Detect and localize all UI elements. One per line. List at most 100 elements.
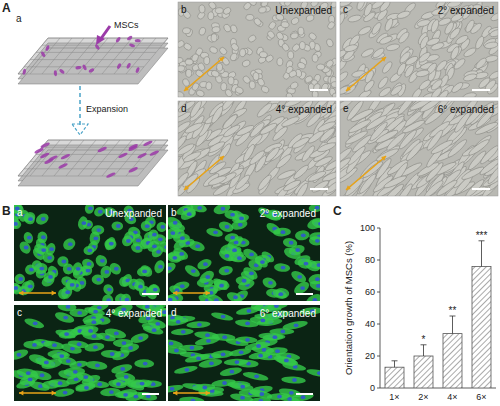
cell: [129, 43, 136, 48]
cytoplasm: [226, 290, 244, 301]
y-tick-label: 80: [365, 255, 375, 265]
nucleus: [230, 213, 235, 217]
arrow-head: [219, 57, 224, 62]
nucleus: [96, 228, 101, 232]
cytoplasm: [224, 358, 248, 366]
nucleus: [316, 284, 320, 288]
cytoplasm: [308, 279, 320, 292]
cytoplasm: [84, 342, 105, 353]
cytoplasm: [75, 383, 96, 394]
y-axis: [380, 228, 381, 388]
nucleus: [176, 320, 181, 324]
nucleus: [168, 266, 172, 270]
cytoplasm: [120, 293, 132, 301]
cell: [287, 50, 294, 59]
cytoplasm: [196, 257, 213, 271]
nucleus: [88, 206, 93, 210]
nucleus: [301, 233, 306, 237]
cytoplasm: [288, 243, 306, 257]
nucleus: [62, 260, 67, 264]
cytoplasm: [190, 205, 208, 214]
cell: [386, 43, 401, 52]
nucleus: [301, 395, 306, 399]
nucleus: [300, 286, 305, 290]
cell: [344, 43, 359, 52]
scale-bar: [142, 293, 159, 295]
nucleus: [179, 252, 184, 256]
orientation-arrow: [346, 57, 386, 91]
nucleus: [242, 279, 247, 283]
cell: [383, 174, 408, 190]
cell: [344, 129, 369, 146]
cell: [178, 101, 196, 114]
nucleus: [213, 230, 218, 234]
nucleus: [260, 260, 265, 264]
micrograph-image: [340, 2, 498, 97]
cytoplasm: [108, 379, 127, 390]
cell: [453, 57, 467, 71]
arrow-head: [173, 391, 177, 396]
nucleus: [229, 370, 234, 374]
fluorescence-image: [168, 205, 320, 301]
cell: [207, 174, 227, 187]
nucleus: [93, 236, 98, 240]
cytoplasm: [113, 339, 133, 347]
nucleus: [17, 353, 22, 357]
cytoplasm: [23, 317, 45, 331]
arrow-head: [206, 291, 210, 296]
cell: [178, 65, 185, 71]
cell: [149, 150, 159, 157]
cell: [474, 56, 488, 70]
scaffold-fiber: [18, 176, 138, 177]
nucleus: [76, 267, 81, 271]
cell: [185, 69, 192, 78]
nucleus: [294, 323, 299, 327]
nucleus: [81, 221, 86, 225]
cytoplasm: [80, 324, 100, 337]
nucleus: [249, 271, 254, 275]
nucleus: [142, 270, 147, 274]
nucleus: [106, 298, 111, 301]
scaffold-fiber: [78, 140, 108, 176]
nucleus: [224, 269, 229, 273]
cytoplasm: [282, 319, 308, 331]
cytoplasm: [273, 354, 298, 366]
cells-label: MSCs: [114, 20, 139, 30]
nucleus: [87, 249, 92, 253]
cell: [178, 90, 185, 97]
cytoplasm: [271, 288, 288, 301]
cytoplasm: [23, 340, 44, 349]
orientation-arrow: [19, 392, 56, 394]
cell: [464, 19, 476, 34]
nucleus: [133, 395, 138, 399]
fluorescence: d6° expanded: [157, 300, 331, 405]
cell: [298, 27, 304, 35]
cell: [210, 32, 220, 41]
cell: [220, 82, 226, 90]
nucleus: [160, 225, 165, 229]
nucleus: [173, 221, 178, 225]
cell: [355, 2, 366, 11]
nucleus: [214, 298, 219, 301]
cell: [256, 173, 273, 192]
cytoplasm: [14, 347, 29, 362]
nucleus: [107, 288, 112, 292]
nucleus: [174, 349, 179, 353]
cytoplasm: [130, 242, 145, 255]
cell: [235, 124, 255, 138]
nucleus: [77, 363, 82, 367]
cytoplasm: [241, 265, 260, 282]
scaffold-layer: [18, 150, 168, 186]
scale-bar: [310, 89, 328, 91]
nucleus: [124, 375, 129, 379]
nucleus: [63, 316, 68, 320]
scaffold-fiber: [42, 45, 162, 46]
cell: [242, 143, 257, 163]
cytoplasm: [63, 367, 85, 377]
significance: *: [422, 334, 426, 345]
y-tick-label: 0: [370, 383, 375, 393]
cell: [316, 64, 325, 71]
cell: [281, 42, 291, 52]
nucleus: [315, 239, 320, 243]
cell: [415, 69, 430, 78]
